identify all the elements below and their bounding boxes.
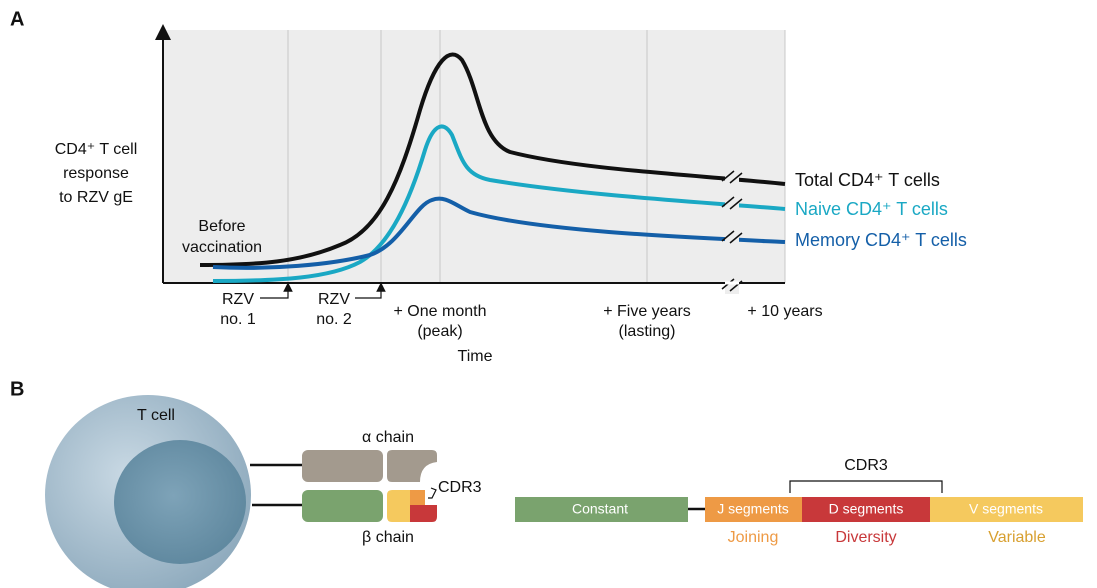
segment-label: D segments: [829, 501, 904, 517]
nucleus: [114, 440, 246, 564]
y-label: CD4⁺ T cell: [55, 141, 138, 158]
time-label: + One month: [394, 303, 487, 320]
cdr3-bracket: [428, 488, 436, 498]
y-label: response: [63, 165, 129, 182]
series-label: Memory CD4⁺ T cells: [795, 230, 967, 250]
panel-label: B: [10, 378, 24, 400]
segment-label: V segments: [969, 501, 1043, 517]
time-label: RZV: [318, 291, 350, 308]
panel-label: A: [10, 8, 24, 30]
cdr3-span: [790, 481, 942, 493]
time-label: no. 2: [316, 311, 352, 328]
series-label: Naive CD4⁺ T cells: [795, 199, 948, 219]
alpha-constant: [302, 450, 383, 482]
figure: A CD4⁺ T cell response to RZV gE Before …: [0, 0, 1097, 588]
segment-label: J segments: [717, 501, 789, 517]
time-label: + 10 years: [747, 303, 822, 320]
x-label: Time: [458, 348, 493, 365]
beta-v: [387, 490, 410, 522]
beta-j: [410, 490, 425, 505]
alpha-label: α chain: [362, 429, 414, 446]
y-label: to RZV gE: [59, 189, 133, 206]
time-label: (lasting): [619, 323, 676, 340]
beta-d: [410, 505, 437, 522]
segment-name: Diversity: [835, 529, 896, 546]
time-label: + Five years: [603, 303, 691, 320]
time-label: RZV: [222, 291, 254, 308]
segment-name: Variable: [988, 529, 1046, 546]
cdr3-label: CDR3: [438, 479, 482, 496]
cdr3-label: CDR3: [844, 457, 888, 474]
cell-label: T cell: [137, 407, 175, 424]
segment-label: Constant: [572, 501, 628, 517]
alpha-variable: [387, 450, 437, 482]
annotation: Before: [198, 218, 245, 235]
series-label: Total CD4⁺ T cells: [795, 170, 940, 190]
time-label: (peak): [417, 323, 462, 340]
axis-breaks: [722, 168, 742, 294]
segment-name: Joining: [728, 529, 779, 546]
beta-constant: [302, 490, 383, 522]
dose-arrow: [260, 287, 288, 298]
dose-arrow: [355, 287, 381, 298]
annotation: vaccination: [182, 239, 262, 256]
time-label: no. 1: [220, 311, 256, 328]
beta-label: β chain: [362, 529, 414, 546]
